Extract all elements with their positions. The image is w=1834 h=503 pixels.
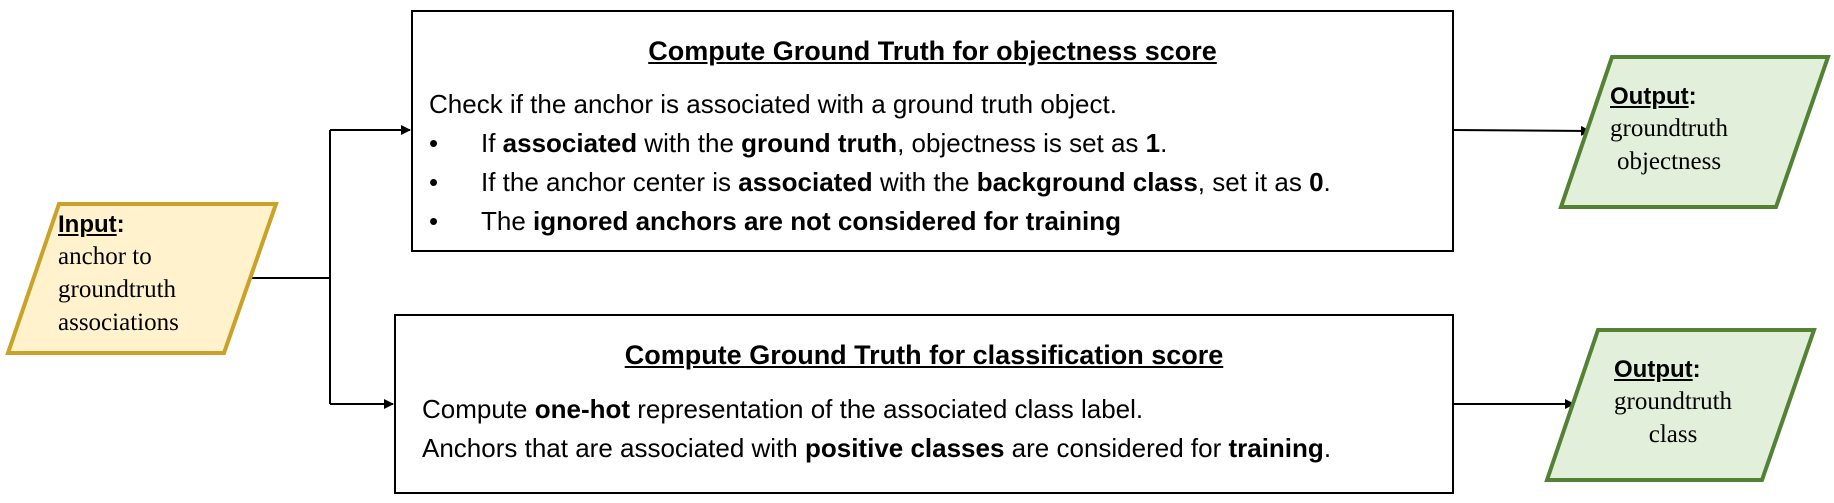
bullet-marker: • bbox=[429, 167, 439, 197]
output-objectness-label: Output: groundtruth objectness bbox=[1610, 82, 1728, 178]
objectness-bullet-3: • The ignored anchors are not considered … bbox=[429, 206, 1122, 236]
input-line-2: groundtruth bbox=[58, 276, 177, 303]
input-label: Input: anchor to groundtruth association… bbox=[58, 210, 179, 339]
objectness-box-title: Compute Ground Truth for objectness scor… bbox=[648, 36, 1217, 66]
objectness-bullet-2: • If the anchor center is associated with… bbox=[429, 167, 1331, 197]
classification-line-1: Compute one-hot representation of the as… bbox=[422, 394, 1144, 424]
output-class-line-2: class bbox=[1648, 421, 1698, 448]
objectness-bullet-1: • If associated with the ground truth, ob… bbox=[429, 128, 1168, 158]
classification-box-title: Compute Ground Truth for classification … bbox=[624, 340, 1224, 370]
objectness-process-box: Compute Ground Truth for objectness scor… bbox=[411, 10, 1454, 252]
output-class-label: Output: groundtruth class bbox=[1614, 355, 1732, 451]
classification-process-box: Compute Ground Truth for classification … bbox=[394, 314, 1454, 494]
output-objectness-line-1: groundtruth bbox=[1610, 115, 1729, 142]
objectness-intro: Check if the anchor is associated with a… bbox=[429, 89, 1117, 119]
output-class-heading: Output: bbox=[1614, 356, 1701, 383]
output-class-line-1: groundtruth bbox=[1614, 388, 1733, 415]
classification-line-2: Anchors that are associated with positiv… bbox=[422, 433, 1332, 463]
bullet-marker: • bbox=[429, 128, 439, 158]
input-line-3: associations bbox=[58, 309, 179, 336]
input-heading: Input: bbox=[58, 211, 125, 238]
output-objectness-heading: Output: bbox=[1610, 83, 1697, 110]
arrow-to-output-objectness bbox=[1452, 125, 1591, 136]
input-line-1: anchor to bbox=[58, 243, 152, 270]
output-objectness-line-2: objectness bbox=[1616, 148, 1722, 175]
bullet-marker: • bbox=[429, 206, 439, 236]
